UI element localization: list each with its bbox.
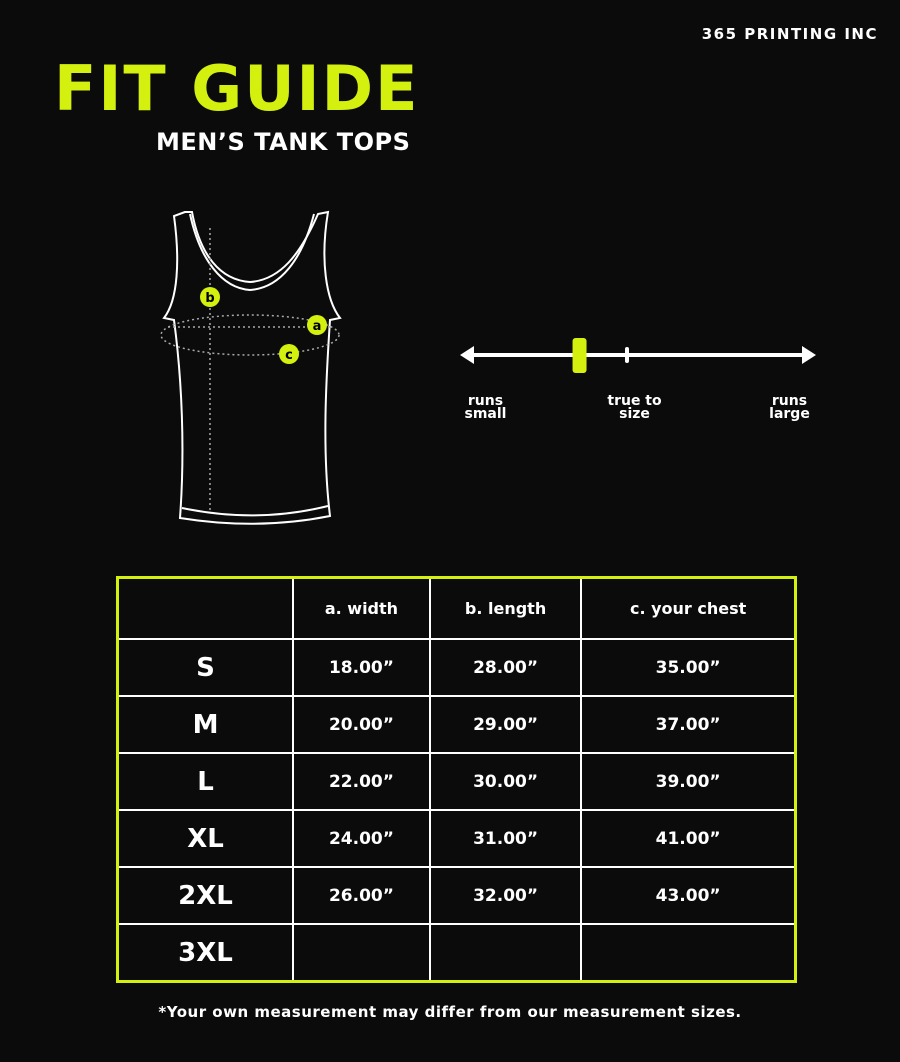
- fit-marker: [572, 338, 587, 373]
- page-subtitle: MEN’S TANK TOPS: [156, 128, 411, 156]
- marker-b: b: [200, 287, 220, 307]
- table-row: 3XL: [116, 923, 797, 983]
- table-row: 2XL 26.00” 32.00” 43.00”: [116, 866, 797, 925]
- table-row: L 22.00” 30.00” 39.00”: [116, 752, 797, 811]
- width-cell: [292, 923, 431, 983]
- length-cell: 32.00”: [428, 866, 583, 925]
- table-row: M 20.00” 29.00” 37.00”: [116, 695, 797, 754]
- runs-small-label: runs small: [464, 393, 507, 422]
- length-cell: 29.00”: [428, 695, 583, 754]
- svg-text:c: c: [285, 348, 293, 363]
- size-cell: M: [116, 695, 294, 754]
- header-chest: c. your chest: [580, 576, 797, 640]
- length-cell: [428, 923, 583, 983]
- header-width: a. width: [292, 576, 431, 640]
- page-title: FIT GUIDE: [54, 52, 420, 125]
- tank-hem: [181, 505, 329, 517]
- tank-top-diagram: b a c: [160, 210, 342, 525]
- chest-cell: 39.00”: [580, 752, 797, 811]
- size-cell: 2XL: [116, 866, 294, 925]
- size-cell: L: [116, 752, 294, 811]
- chest-cell: 43.00”: [580, 866, 797, 925]
- length-cell: 28.00”: [428, 638, 583, 697]
- svg-text:a: a: [313, 319, 322, 334]
- table-header-row: a. width b. length c. your chest: [116, 576, 797, 640]
- width-cell: 26.00”: [292, 866, 431, 925]
- size-table: a. width b. length c. your chest S 18.00”…: [116, 576, 797, 983]
- fit-scale: [460, 338, 816, 373]
- runs-large-label: runs large: [769, 393, 810, 422]
- width-cell: 20.00”: [292, 695, 431, 754]
- size-cell: S: [116, 638, 294, 697]
- footnote: *Your own measurement may differ from ou…: [158, 1003, 742, 1021]
- width-cell: 22.00”: [292, 752, 431, 811]
- arrow-left-icon: [460, 346, 474, 364]
- arrow-right-icon: [802, 346, 816, 364]
- marker-a: a: [307, 315, 327, 335]
- table-row: XL 24.00” 31.00” 41.00”: [116, 809, 797, 868]
- size-cell: XL: [116, 809, 294, 868]
- chest-cell: [580, 923, 797, 983]
- tank-outline: [162, 210, 342, 525]
- width-cell: 18.00”: [292, 638, 431, 697]
- chest-cell: 37.00”: [580, 695, 797, 754]
- header-size: [116, 576, 294, 640]
- brand-name: 365 PRINTING INC: [701, 25, 878, 43]
- length-cell: 31.00”: [428, 809, 583, 868]
- chest-ellipse: [160, 314, 340, 356]
- true-to-size-label: true to size: [607, 393, 662, 422]
- chest-cell: 35.00”: [580, 638, 797, 697]
- chest-cell: 41.00”: [580, 809, 797, 868]
- svg-text:b: b: [205, 291, 214, 306]
- size-cell: 3XL: [116, 923, 294, 983]
- length-cell: 30.00”: [428, 752, 583, 811]
- true-to-size-tick: [625, 347, 629, 363]
- tank-neck-inner: [189, 213, 315, 292]
- marker-c: c: [279, 344, 299, 364]
- header-length: b. length: [428, 576, 583, 640]
- width-cell: 24.00”: [292, 809, 431, 868]
- table-row: S 18.00” 28.00” 35.00”: [116, 638, 797, 697]
